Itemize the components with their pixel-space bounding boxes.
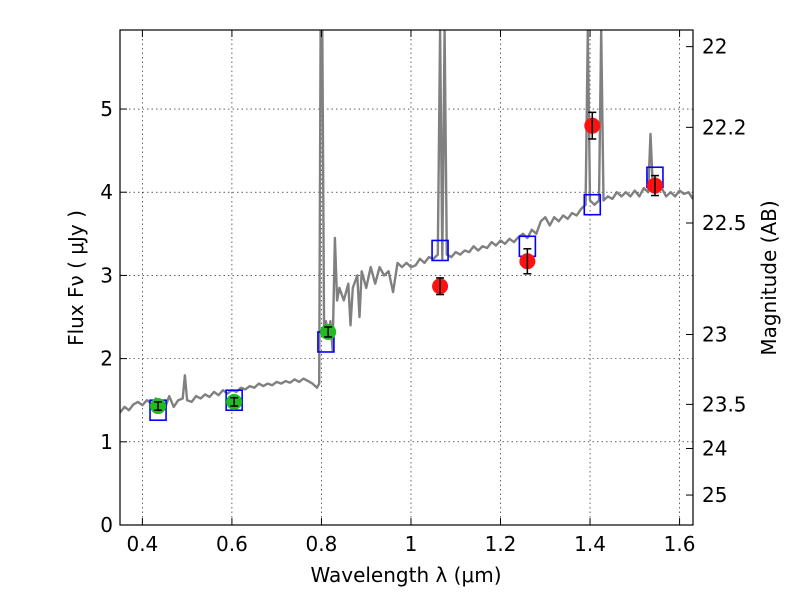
right-axis-ticks: 22 22.2 22.5 23 23.5 24 25 [686,35,747,507]
y-tick-label: 4 [100,180,113,204]
spectrum-series [120,30,693,414]
model-photometry-point [431,239,449,262]
grid [120,30,693,526]
y-axis-label: Flux Fν ( μJy ) [64,210,88,346]
model-photometry-point [225,389,243,412]
y-tick-label: 1 [100,430,113,454]
right-tick-label: 22.5 [702,211,747,235]
right-tick-label: 24 [702,436,727,460]
y-axis-ticks: 0 1 2 3 4 5 [100,97,127,537]
y-tick-label: 2 [100,347,113,371]
y-tick-label: 5 [100,97,113,121]
x-tick-label: 1.4 [574,532,606,556]
x-axis-label: Wavelength λ (μm) [310,563,501,587]
y-tick-label: 0 [100,513,113,537]
x-tick-label: 1.2 [485,532,517,556]
right-tick-label: 22.2 [702,115,747,139]
observation-series [150,111,663,415]
x-tick-label: 0.6 [216,532,248,556]
right-tick-label: 23 [702,322,727,346]
y-tick-label: 3 [100,263,113,287]
x-tick-label: 1.6 [664,532,696,556]
model-photometry-point [583,193,602,216]
right-tick-label: 23.5 [702,392,747,416]
spectrum-line [120,30,693,414]
right-tick-label: 22 [702,35,727,59]
x-tick-label: 1 [405,532,418,556]
x-tick-label: 0.8 [306,532,338,556]
plot-frame [119,29,694,526]
right-axis-label: Magnitude (AB) [757,200,781,355]
x-axis-ticks: 0.4 0.6 0.8 1 1.2 1.4 1.6 [126,30,695,556]
x-tick-label: 0.4 [126,532,158,556]
right-tick-label: 25 [702,483,727,507]
plot-area [120,30,693,421]
model-photometry-series [149,166,664,421]
